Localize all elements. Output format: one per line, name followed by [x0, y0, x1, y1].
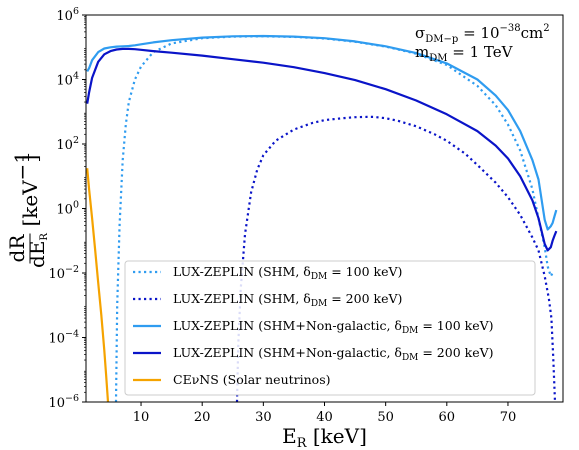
axis-ticks: 10 20 30 40 50 60 70 10−6 10−4 10−2 100 102 104 106 [48, 6, 516, 425]
svg-text:[keV: [keV [18, 180, 42, 227]
y-tick-label: 100 [56, 200, 79, 218]
legend-box [124, 260, 536, 396]
legend-label-2: LUX-ZEPLIN (SHM, δDM = 200 keV) [173, 291, 402, 309]
plot-lines [86, 34, 558, 402]
legend-label-5: CEνNS (Solar neutrinos) [173, 372, 331, 387]
svg-text:−1: −1 [10, 151, 34, 180]
y-axis-title: dR dER [keV −1 ] [5, 151, 50, 268]
x-tick-label: 10 [133, 410, 150, 425]
series-line-4 [86, 47, 558, 252]
legend-label-3: LUX-ZEPLIN (SHM+Non-galactic, δDM = 100 … [173, 318, 494, 336]
x-tick-label: 50 [377, 410, 394, 425]
svg-text:]: ] [18, 155, 42, 163]
legend-label-4: LUX-ZEPLIN (SHM+Non-galactic, δDM = 200 … [173, 345, 494, 363]
x-tick-label: 30 [255, 410, 272, 425]
series-line-1 [114, 35, 554, 402]
x-tick-label: 20 [194, 410, 211, 425]
y-tick-label: 10−6 [48, 393, 79, 411]
y-tick-label: 104 [56, 71, 79, 89]
y-tick-label: 10−2 [48, 264, 79, 282]
y-tick-label: 102 [56, 135, 79, 153]
x-axis-title: ER [keV] [282, 424, 367, 450]
legend-label-1: LUX-ZEPLIN (SHM, δDM = 100 keV) [173, 264, 402, 282]
svg-text:dR: dR [5, 234, 29, 263]
x-tick-label: 70 [500, 410, 517, 425]
legend: LUX-ZEPLIN (SHM, δDM = 100 keV) LUX-ZEPLI… [124, 260, 536, 396]
y-tick-label: 10−4 [48, 329, 79, 347]
annotation-mass: mDM = 1 TeV [415, 43, 514, 64]
series-line-3 [86, 34, 558, 231]
series-line-5 [86, 168, 110, 402]
x-tick-label: 40 [316, 410, 333, 425]
annotation-cross-section: σDM−p = 10−38cm2 [415, 23, 550, 45]
x-tick-label: 60 [439, 410, 456, 425]
y-tick-label: 106 [56, 6, 79, 24]
